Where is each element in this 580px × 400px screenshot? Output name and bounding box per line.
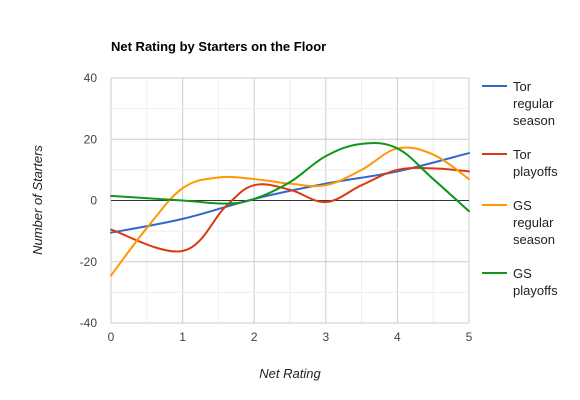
- grid: [110, 77, 470, 324]
- legend-label: GS: [513, 198, 532, 213]
- chart-title: Net Rating by Starters on the Floor: [111, 39, 326, 54]
- x-tick-label: 5: [466, 330, 473, 344]
- y-tick-label: 40: [84, 71, 98, 85]
- y-tick-label: 20: [84, 132, 98, 146]
- legend-label: regular: [513, 96, 554, 111]
- series-lines: [110, 142, 470, 277]
- legend-label: season: [513, 232, 555, 247]
- series-line-4: [110, 142, 470, 213]
- legend-entry-1: Tor regular season: [482, 79, 555, 128]
- x-axis-label: Net Rating: [259, 366, 321, 381]
- legend-label: season: [513, 113, 555, 128]
- x-tick-label: 4: [394, 330, 401, 344]
- x-tick-label: 1: [179, 330, 186, 344]
- y-tick-label: 0: [90, 194, 97, 208]
- x-tick-label: 2: [251, 330, 258, 344]
- series-line-2: [110, 166, 470, 253]
- legend-entry-2: Tor playoffs: [482, 147, 558, 179]
- series-line-3: [110, 146, 470, 277]
- y-tick-label: -20: [80, 255, 98, 269]
- legend-label: playoffs: [513, 283, 558, 298]
- legend-entry-3: GS regular season: [482, 198, 555, 247]
- legend: Tor regular season Tor playoffs GS regular seas…: [482, 79, 558, 298]
- y-axis-label: Number of Starters: [30, 145, 45, 255]
- axis-ticks: 0 1 2 3 4 5 -40 -20 0 20 40: [80, 71, 473, 344]
- legend-label: GS: [513, 266, 532, 281]
- x-tick-label: 0: [108, 330, 115, 344]
- legend-entry-4: GS playoffs: [482, 266, 558, 298]
- legend-label: playoffs: [513, 164, 558, 179]
- legend-label: Tor: [513, 79, 532, 94]
- y-tick-label: -40: [80, 316, 98, 330]
- legend-label: Tor: [513, 147, 532, 162]
- legend-label: regular: [513, 215, 554, 230]
- x-tick-label: 3: [322, 330, 329, 344]
